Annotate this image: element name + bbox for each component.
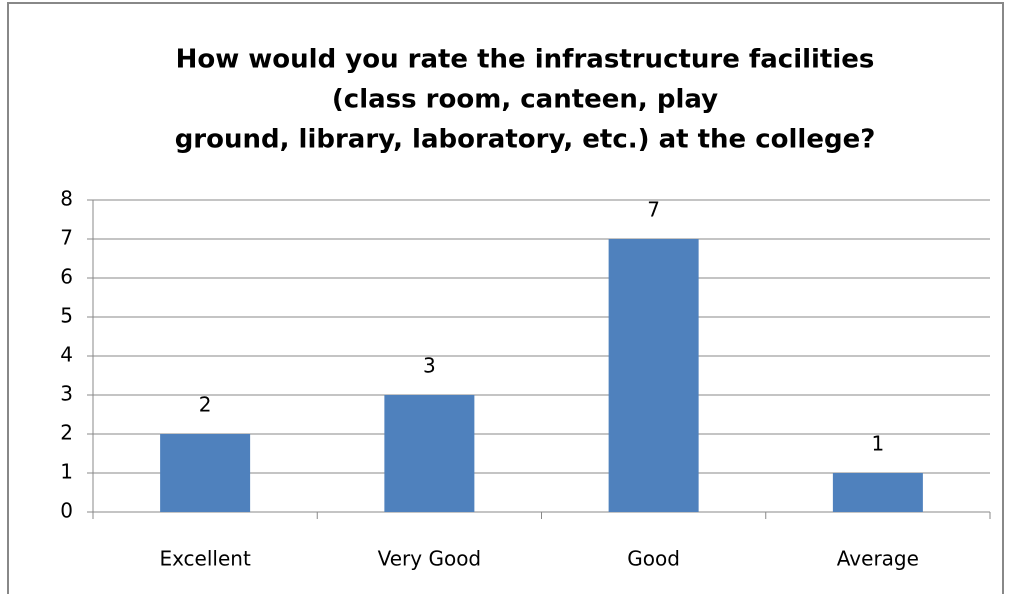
- y-tick-label: 3: [60, 382, 73, 406]
- data-label: 1: [872, 432, 885, 456]
- data-label: 2: [199, 393, 212, 417]
- bar: [160, 434, 251, 512]
- x-tick-label: Average: [837, 547, 919, 571]
- y-tick-label: 5: [60, 304, 73, 328]
- y-tick-label: 8: [60, 187, 73, 211]
- y-tick-label: 7: [60, 226, 73, 250]
- chart-title: ground, library, laboratory, etc.) at th…: [175, 125, 876, 155]
- bar: [608, 239, 699, 512]
- x-tick-label: Excellent: [159, 547, 251, 571]
- y-tick-label: 1: [60, 460, 73, 484]
- x-tick-label: Good: [627, 547, 680, 571]
- chart-title: (class room, canteen, play: [332, 85, 718, 115]
- y-tick-label: 6: [60, 265, 73, 289]
- x-tick-label: Very Good: [378, 547, 482, 571]
- y-tick-label: 4: [60, 343, 73, 367]
- y-tick-label: 2: [60, 421, 73, 445]
- bar: [832, 473, 923, 512]
- y-tick-label: 0: [60, 499, 73, 523]
- bar: [384, 395, 475, 512]
- chart-title: How would you rate the infrastructure fa…: [176, 45, 875, 75]
- data-label: 3: [423, 354, 436, 378]
- data-label: 7: [647, 198, 660, 222]
